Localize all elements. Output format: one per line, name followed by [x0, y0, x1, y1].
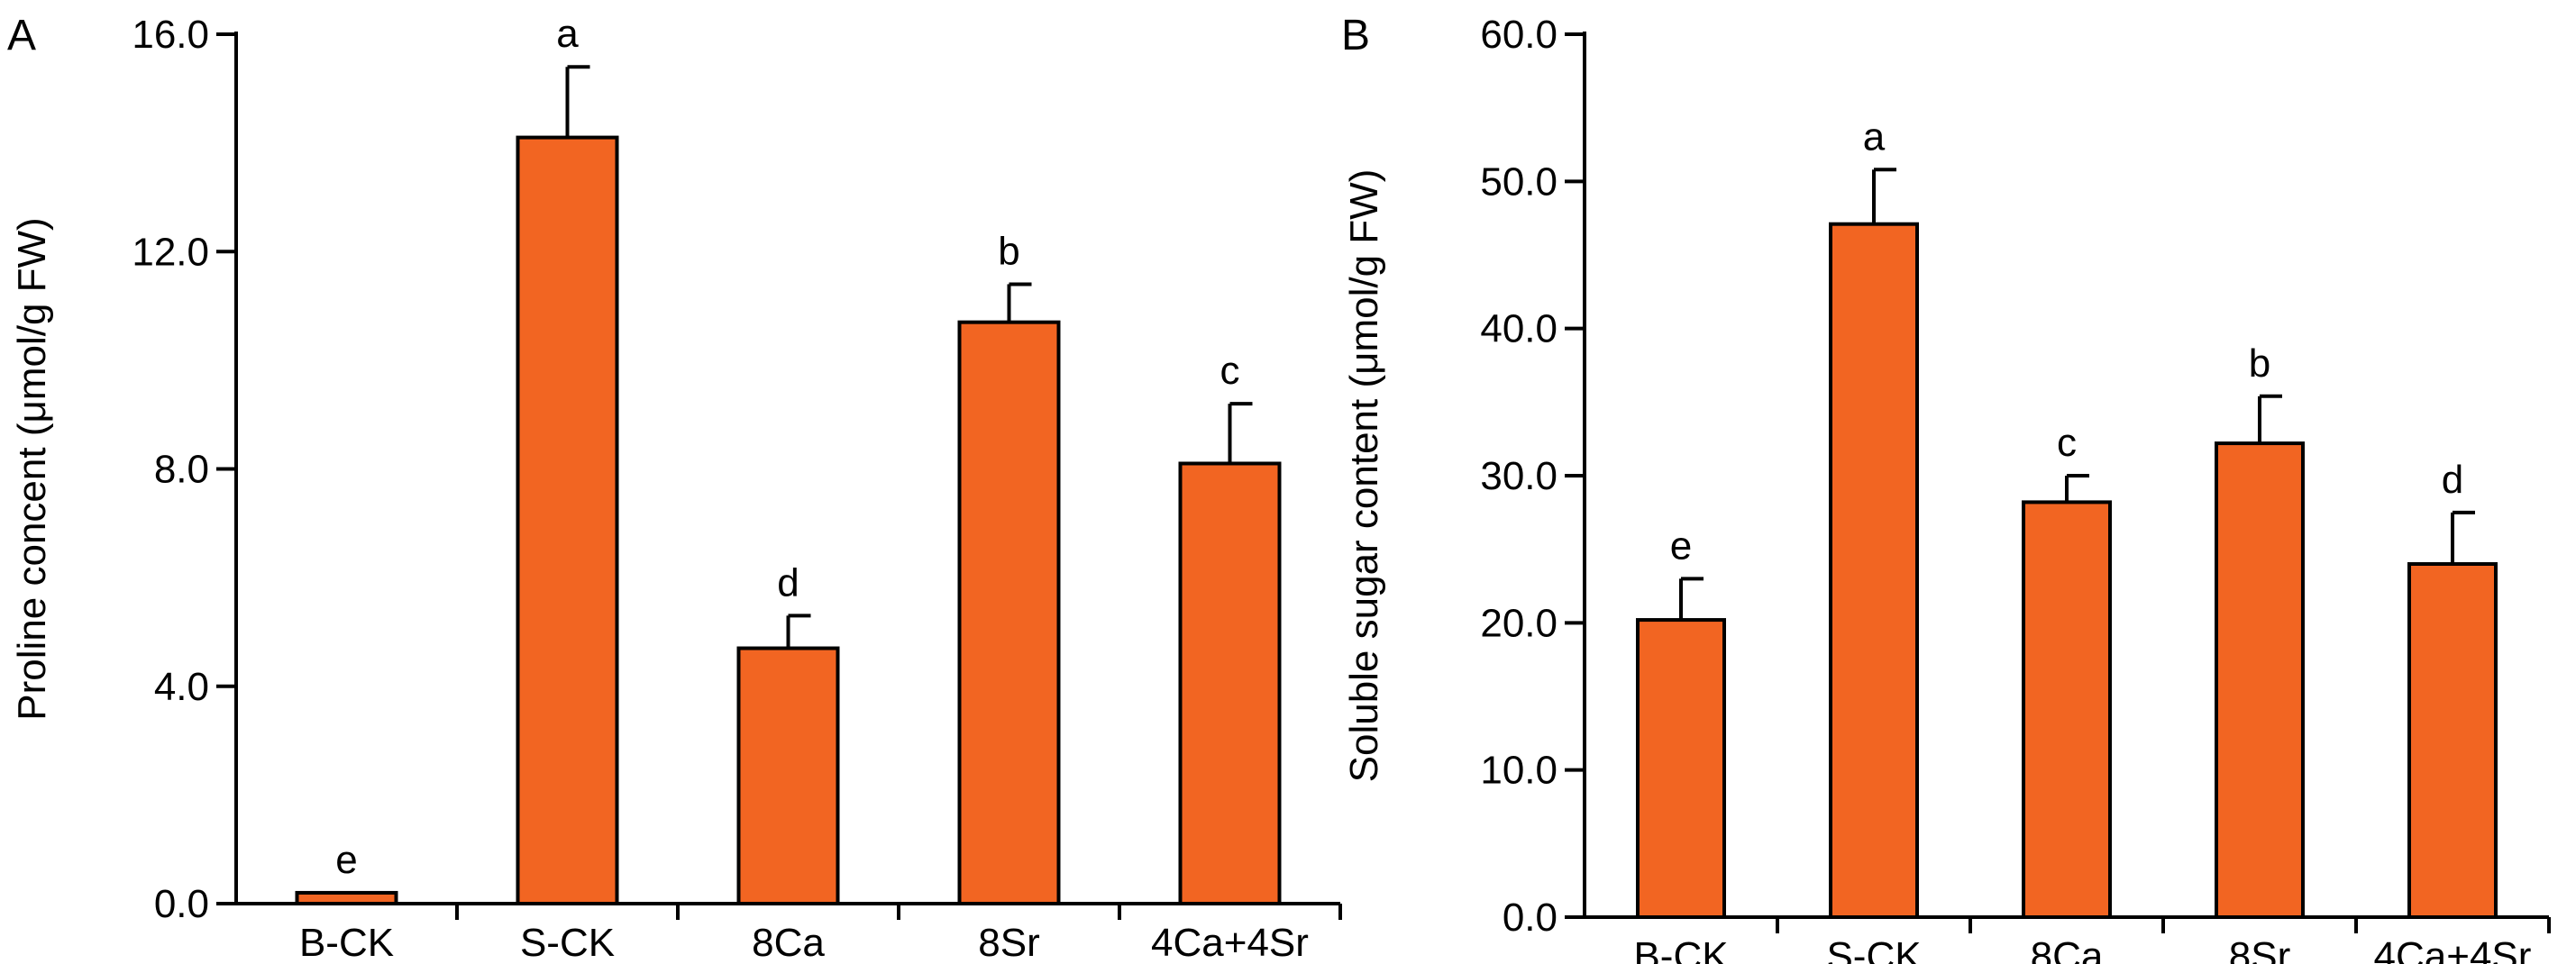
panel-b-y-tick-label: 40.0 [1480, 307, 1557, 351]
panel-b-category-label: 8Sr [2229, 934, 2290, 964]
panel-a-bar-8sr [957, 320, 1061, 905]
panel-b-category-label: B-CK [1633, 934, 1728, 964]
panel-a-category-label: B-CK [299, 921, 394, 964]
panel-b-y-tick-label: 50.0 [1480, 159, 1557, 204]
panel-b-y-tick-label: 0.0 [1503, 896, 1557, 940]
panel-b-bar-b-ck [1636, 618, 1726, 919]
panel-b-y-tick-label: 10.0 [1480, 749, 1557, 793]
panel-a-proline-chart: A Proline concent (μmol/g FW) 0.0 4.0 8.0 12.… [7, 12, 1342, 964]
panel-b-soluble-sugar-chart: B Soluble sugar content (μmol/g FW) 0.0 10.… [1341, 12, 2551, 964]
panel-a-bar-s-ck [516, 135, 619, 905]
panel-b-category-label: 4Ca+4Sr [2374, 934, 2532, 964]
panel-b-category-label: 8Ca [2031, 934, 2104, 964]
panel-b-bar-8sr [2215, 441, 2305, 920]
panel-b-bar-8ca [2022, 500, 2112, 920]
panel-a-y-tick-label: 4.0 [154, 665, 209, 709]
panel-a-significance-label: d [777, 560, 799, 605]
panel-a-panel-label: A [7, 12, 36, 59]
panel-b-y-tick-label: 20.0 [1480, 601, 1557, 645]
panel-b-bar-s-ck [1829, 222, 1919, 919]
panel-b-significance-label: c [2057, 421, 2077, 465]
panel-a-y-tick-label: 12.0 [132, 230, 209, 274]
panel-a-significance-label: b [998, 229, 1019, 273]
panel-a-significance-label: e [335, 838, 357, 882]
panel-a-y-tick-label: 16.0 [132, 13, 209, 57]
panel-a-significance-label: a [556, 12, 579, 56]
panel-a-bar-8ca [736, 646, 840, 905]
panel-a-category-label: 8Ca [752, 921, 825, 964]
panel-a-category-label: 4Ca+4Sr [1151, 921, 1309, 964]
panel-a-significance-label: c [1220, 349, 1240, 393]
panel-b-significance-label: d [2442, 458, 2463, 502]
panel-b-y-axis-title: Soluble sugar content (μmol/g FW) [1342, 169, 1386, 783]
panel-a-bar-4ca-4sr [1178, 461, 1282, 905]
panel-b-bar-4ca-4sr [2407, 562, 2498, 919]
panel-a-y-axis-title: Proline concent (μmol/g FW) [10, 217, 54, 720]
panel-a-y-tick-label: 0.0 [154, 882, 209, 926]
panel-b-panel-label: B [1341, 12, 1370, 59]
panel-b-category-label: S-CK [1826, 934, 1921, 964]
panel-b-y-tick-label: 30.0 [1480, 454, 1557, 498]
panel-a-bar-b-ck [295, 890, 398, 905]
panel-b-significance-label: e [1670, 523, 1692, 568]
panel-a-category-label: S-CK [520, 921, 615, 964]
panel-b-significance-label: a [1863, 114, 1886, 159]
panel-a-y-tick-label: 8.0 [154, 448, 209, 492]
panel-b-significance-label: b [2249, 341, 2270, 386]
panel-b-y-tick-label: 60.0 [1480, 13, 1557, 57]
panel-a-category-label: 8Sr [978, 921, 1039, 964]
